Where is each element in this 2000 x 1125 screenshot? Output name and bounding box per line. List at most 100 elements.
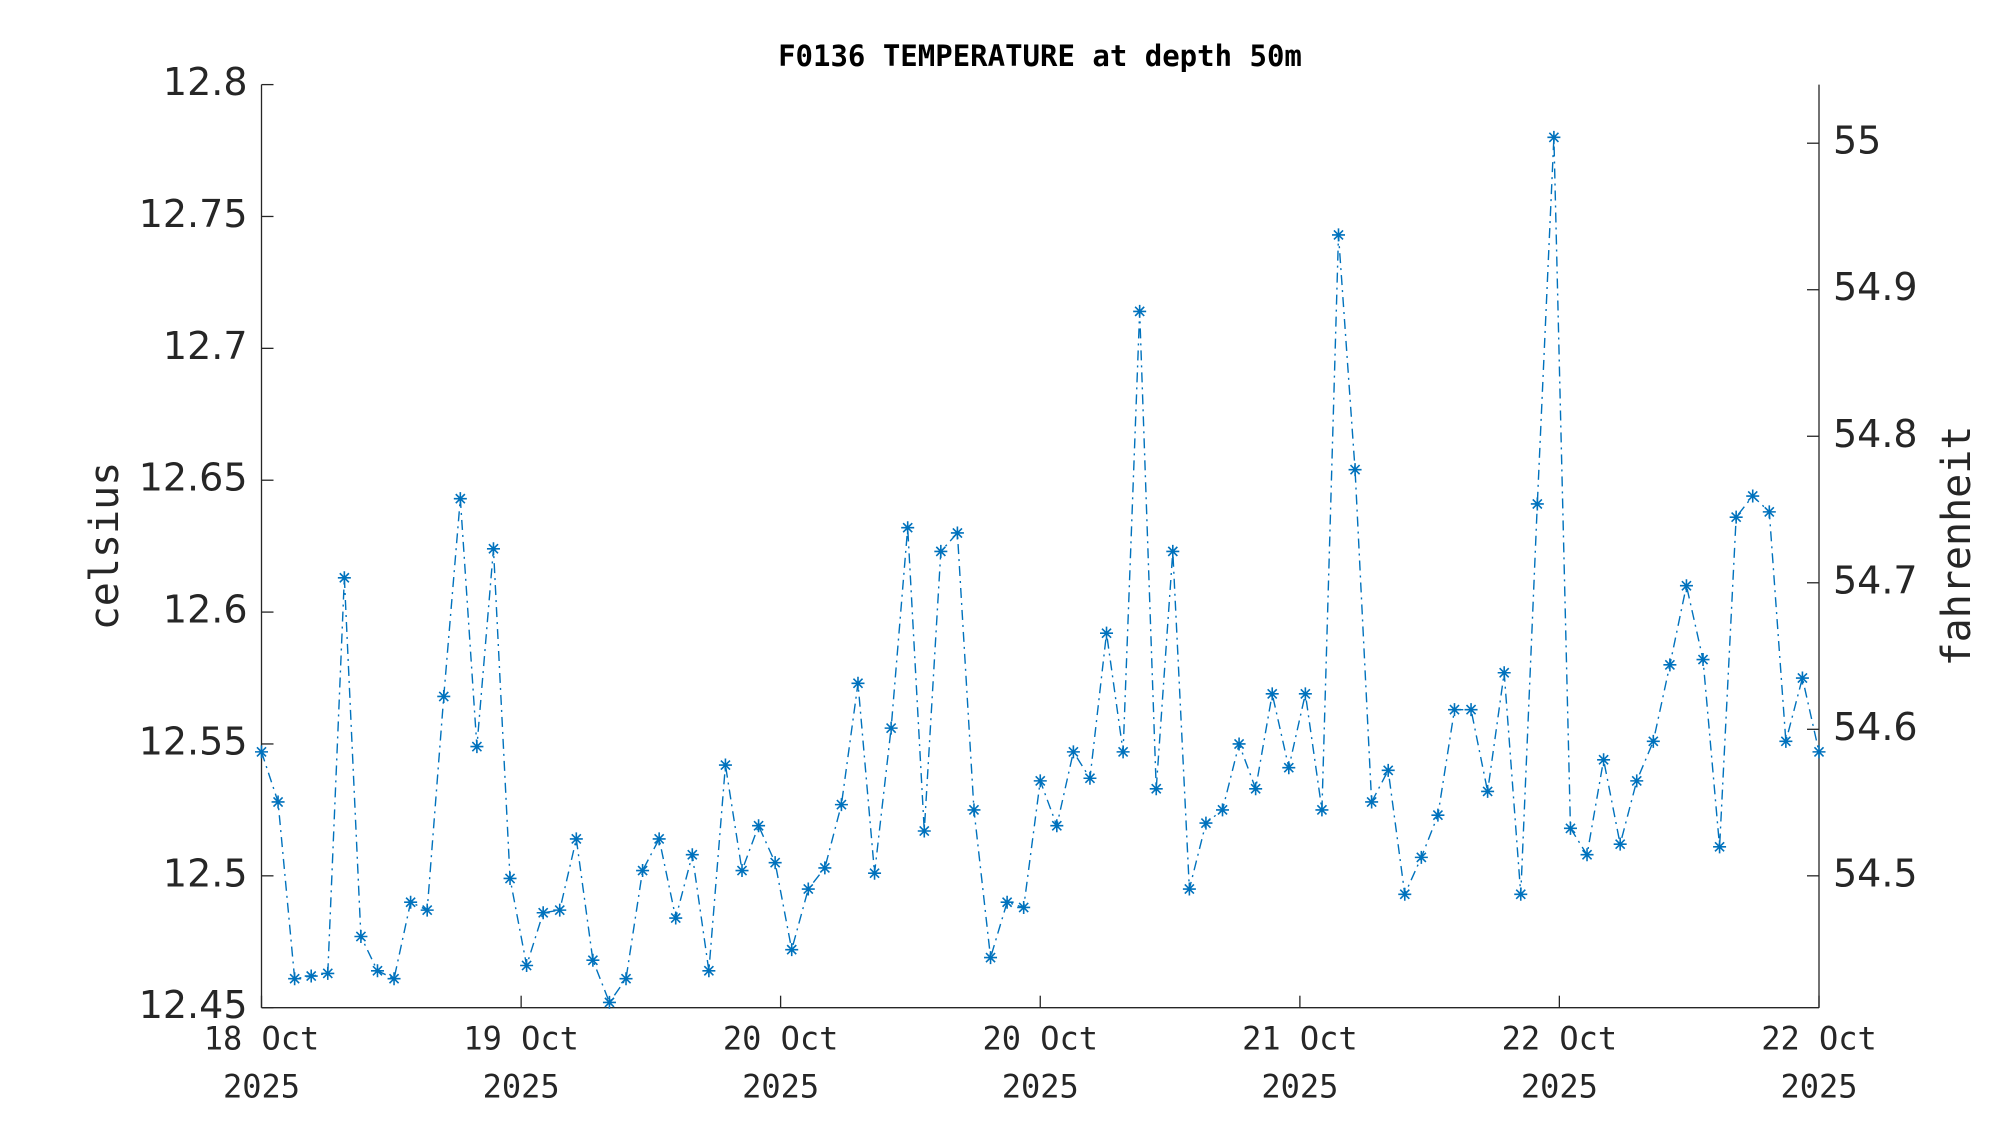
data-marker	[868, 866, 882, 880]
data-marker	[520, 959, 534, 973]
data-marker	[984, 951, 998, 965]
x-tick-label: 22 Oct 2025	[1502, 1020, 1618, 1106]
data-marker	[735, 864, 749, 878]
data-marker	[503, 871, 517, 885]
data-marker	[1017, 900, 1031, 914]
data-marker	[702, 964, 716, 978]
data-marker	[1431, 808, 1445, 822]
data-marker	[288, 972, 302, 986]
data-marker	[1795, 671, 1809, 685]
x-tick-label: 20 Oct 2025	[982, 1020, 1098, 1106]
data-marker	[486, 542, 500, 556]
y2-axis-label: fahrenheit	[1934, 426, 1980, 667]
data-marker	[1000, 895, 1014, 909]
data-marker	[1812, 745, 1826, 759]
data-marker	[801, 882, 815, 896]
data-marker	[1166, 544, 1180, 558]
data-marker	[1547, 130, 1561, 144]
y-tick-label: 12.55	[139, 719, 248, 763]
data-marker	[1050, 819, 1064, 833]
data-marker	[1315, 803, 1329, 817]
data-marker	[1249, 782, 1263, 796]
data-marker	[1331, 228, 1345, 242]
data-marker	[404, 895, 418, 909]
data-marker	[1149, 782, 1163, 796]
data-marker	[669, 911, 683, 925]
data-marker	[569, 832, 583, 846]
data-marker	[934, 544, 948, 558]
data-marker	[1514, 887, 1528, 901]
data-marker	[1497, 666, 1511, 680]
data-marker	[586, 953, 600, 967]
y-tick-label: 12.65	[139, 456, 248, 500]
data-marker	[304, 969, 318, 983]
data-marker	[1630, 774, 1644, 788]
data-marker	[619, 972, 633, 986]
data-marker	[652, 832, 666, 846]
data-marker	[1033, 774, 1047, 788]
data-marker	[1365, 795, 1379, 809]
data-marker	[1729, 510, 1743, 524]
data-marker	[901, 521, 915, 535]
data-marker	[1447, 703, 1461, 717]
data-marker	[1381, 763, 1395, 777]
data-marker	[1414, 850, 1428, 864]
data-marker	[1464, 703, 1478, 717]
data-marker	[967, 803, 981, 817]
data-line	[260, 137, 1820, 1004]
data-marker	[437, 689, 451, 703]
data-marker	[453, 492, 467, 506]
data-marker	[337, 571, 351, 585]
data-marker	[1348, 463, 1362, 477]
y2-tick-label: 54.9	[1833, 265, 1918, 309]
data-marker	[1481, 784, 1495, 798]
x-tick-label: 21 Oct 2025	[1242, 1020, 1358, 1106]
data-marker	[1597, 753, 1611, 767]
y-tick-label: 12.75	[139, 192, 248, 236]
data-marker	[752, 819, 766, 833]
data-marker	[1646, 734, 1660, 748]
data-marker	[1298, 687, 1312, 701]
data-marker	[1116, 745, 1130, 759]
data-marker	[950, 526, 964, 540]
data-marker	[536, 906, 550, 920]
data-marker	[1663, 658, 1677, 672]
data-marker	[271, 795, 285, 809]
data-marker	[1100, 626, 1114, 640]
data-marker	[1083, 771, 1097, 785]
data-marker	[768, 856, 782, 870]
data-marker	[917, 824, 931, 838]
y-tick-label: 12.45	[139, 983, 248, 1027]
data-marker	[1133, 304, 1147, 318]
data-marker	[321, 966, 335, 980]
data-marker	[370, 964, 384, 978]
data-marker	[1713, 840, 1727, 854]
data-marker	[255, 745, 268, 759]
data-marker	[553, 903, 567, 917]
data-marker	[354, 929, 368, 943]
data-marker	[1746, 489, 1760, 503]
data-marker	[387, 972, 401, 986]
y-tick-label: 12.6	[163, 588, 248, 632]
data-marker	[1265, 687, 1279, 701]
y2-tick-label: 54.8	[1833, 412, 1918, 456]
y2-tick-label: 54.5	[1833, 851, 1918, 895]
data-marker	[602, 995, 616, 1009]
data-marker	[1613, 837, 1627, 851]
data-marker	[420, 903, 434, 917]
data-marker	[785, 943, 799, 957]
data-marker	[1762, 505, 1776, 519]
data-marker	[1696, 653, 1710, 667]
x-tick-label: 20 Oct 2025	[723, 1020, 839, 1106]
data-marker	[834, 798, 848, 812]
y2-tick-label: 54.6	[1833, 705, 1918, 749]
data-marker	[1182, 882, 1196, 896]
data-marker	[718, 758, 732, 772]
data-marker	[1216, 803, 1230, 817]
data-marker	[1530, 497, 1544, 511]
data-marker	[818, 861, 832, 875]
y-tick-label: 12.8	[163, 60, 248, 104]
data-marker	[1779, 734, 1793, 748]
